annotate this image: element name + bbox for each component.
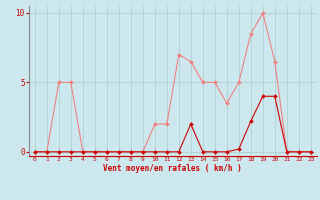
X-axis label: Vent moyen/en rafales ( km/h ): Vent moyen/en rafales ( km/h ) <box>103 164 242 173</box>
